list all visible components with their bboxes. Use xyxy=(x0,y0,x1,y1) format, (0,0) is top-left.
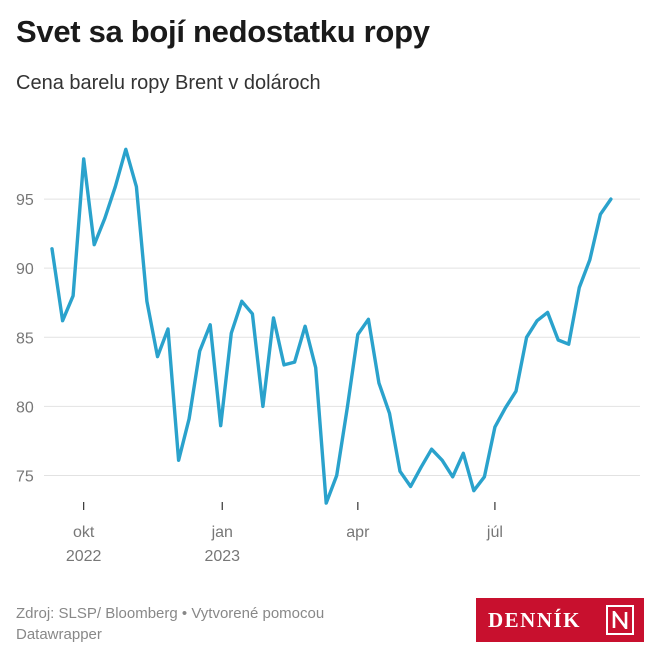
y-tick-label: 90 xyxy=(16,261,34,278)
line-chart: 75 80 85 90 95 okt 2022 jan 2023 apr júl xyxy=(16,147,640,565)
logo-wordmark: DENNÍK xyxy=(488,607,582,632)
x-tick-label: apr xyxy=(346,524,370,541)
x-tick-label: okt xyxy=(73,524,95,541)
chart-title: Svet sa bojí nedostatku ropy xyxy=(16,14,430,49)
x-tick-label: júl xyxy=(486,524,503,541)
source-note: Zdroj: SLSP/ Bloomberg • Vytvorené pomoc… xyxy=(16,605,325,643)
x-axis: okt 2022 jan 2023 apr júl xyxy=(66,502,503,565)
x-tick-year-label: 2023 xyxy=(204,548,240,565)
y-tick-label: 85 xyxy=(16,330,34,347)
chart-subtitle: Cena barelu ropy Brent v dolároch xyxy=(16,72,321,94)
y-tick-label: 75 xyxy=(16,468,34,485)
x-tick-label: jan xyxy=(211,524,233,541)
y-axis-tick-labels: 75 80 85 90 95 xyxy=(16,192,34,485)
logo-n-mark xyxy=(606,605,634,635)
y-tick-label: 80 xyxy=(16,399,34,416)
y-tick-label: 95 xyxy=(16,192,34,209)
dennik-n-logo[interactable]: DENNÍK xyxy=(476,598,644,642)
x-tick-year-label: 2022 xyxy=(66,548,102,565)
n-letter-icon xyxy=(612,611,628,629)
series-line-brent xyxy=(50,147,613,505)
